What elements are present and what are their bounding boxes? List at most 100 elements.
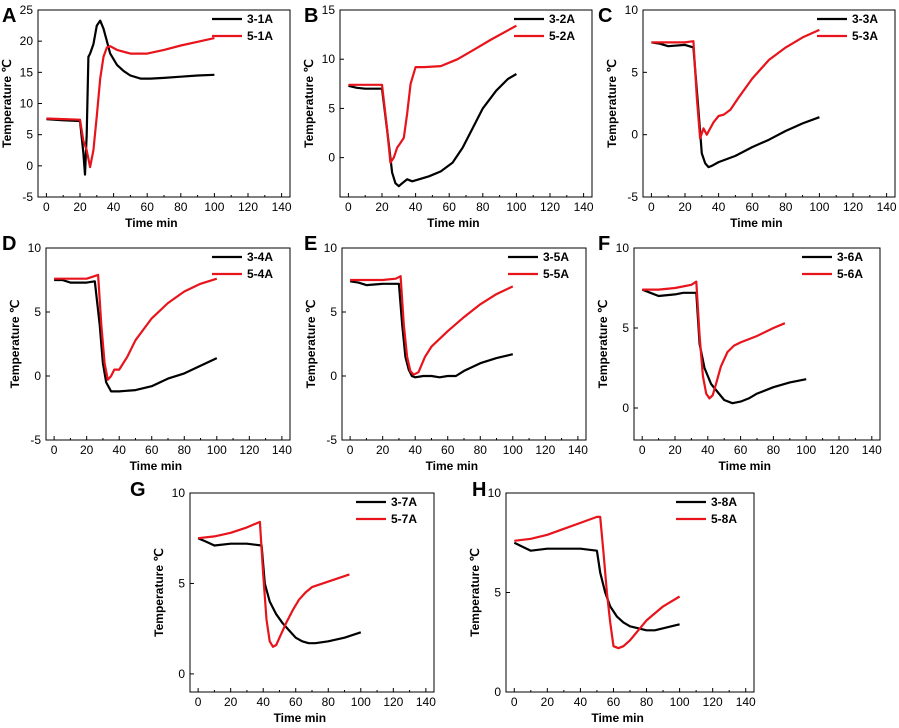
x-tick-label: 60 (141, 200, 155, 214)
x-axis-label: Time min (591, 711, 643, 725)
chart-panel-a: A 0 20 40 60 80 100 120 140 -5 0 5 10 15 20 25 Time min T… (0, 3, 292, 230)
panel-letter: A (2, 5, 16, 27)
x-tick-label: 140 (272, 443, 292, 457)
panel-letter: D (2, 233, 16, 255)
x-tick-label: 40 (113, 443, 127, 457)
y-tick-label: 10 (172, 486, 186, 500)
x-axis-label: Time min (718, 459, 770, 473)
y-tick-label: 0 (494, 685, 501, 699)
x-tick-label: 0 (648, 200, 655, 214)
x-tick-label: 80 (640, 695, 654, 709)
y-tick-label: 0 (631, 128, 638, 142)
series-line-3-2a (348, 73, 517, 188)
chart-panel-f: F 0 20 40 60 80 100 120 140 0 5 10 Time min Temperatu… (596, 233, 882, 473)
x-tick-label: 40 (107, 200, 121, 214)
x-tick-label: 120 (843, 200, 863, 214)
series-line-3-7a (197, 537, 362, 645)
legend-label: 3-2A (549, 12, 575, 26)
x-tick-label: 20 (678, 200, 692, 214)
y-tick-label: 0 (622, 401, 629, 415)
y-tick-label: 15 (20, 65, 34, 79)
legend-label: 3-1A (247, 12, 273, 26)
x-tick-label: 120 (238, 200, 258, 214)
y-tick-label: 15 (322, 3, 336, 17)
panel-letter: H (472, 479, 486, 501)
legend-label: 5-7A (391, 512, 417, 526)
y-tick-label: 20 (20, 34, 34, 48)
y-tick-label: 5 (330, 305, 337, 319)
y-tick-label: 5 (26, 128, 33, 142)
y-axis-label: Temperature ℃ (304, 300, 318, 389)
y-axis-label: Temperature ℃ (605, 59, 619, 148)
y-tick-label: 10 (28, 241, 42, 255)
x-tick-label: 60 (607, 695, 621, 709)
y-axis-label: Temperature ℃ (152, 548, 166, 637)
x-tick-label: 40 (701, 443, 715, 457)
x-tick-label: 120 (703, 695, 723, 709)
series-line-5-3a (651, 28, 820, 140)
x-tick-label: 60 (145, 443, 159, 457)
x-tick-label: 0 (511, 695, 518, 709)
y-axis-label: Temperature ℃ (596, 300, 610, 389)
y-tick-label: 5 (178, 576, 185, 590)
legend-label: 5-1A (247, 29, 273, 43)
legend-label: 5-3A (852, 29, 878, 43)
y-tick-label: 10 (616, 241, 630, 255)
panel-letter: G (130, 479, 146, 501)
series-line-5-6a (642, 280, 786, 400)
x-tick-label: 100 (506, 200, 526, 214)
x-tick-label: 20 (375, 200, 389, 214)
x-tick-label: 100 (809, 200, 829, 214)
x-tick-label: 40 (712, 200, 726, 214)
y-tick-label: 0 (26, 159, 33, 173)
chart-panel-d: D 0 20 40 60 80 100 120 140 -5 0 5 10 Time min Tempera… (2, 233, 292, 473)
x-tick-label: 100 (503, 443, 523, 457)
chart-panel-h: H 0 20 40 60 80 100 120 140 0 5 10 Time min Temperatu… (468, 479, 756, 725)
legend: 3-3A 5-3A (817, 12, 878, 43)
y-tick-label: 10 (20, 97, 34, 111)
x-axis-label: Time min (125, 216, 177, 230)
x-tick-label: 20 (224, 695, 238, 709)
x-tick-label: 140 (877, 200, 897, 214)
series-line-3-5a (349, 280, 514, 379)
legend: 3-8A 5-8A (676, 495, 737, 526)
series-line-3-3a (651, 41, 820, 169)
x-tick-label: 40 (409, 443, 423, 457)
x-tick-label: 140 (416, 695, 436, 709)
x-tick-label: 80 (174, 200, 188, 214)
y-tick-label: 5 (631, 65, 638, 79)
chart-panel-e: E 0 20 40 60 80 100 120 140 -5 0 5 10 Time min Tempera… (304, 233, 588, 473)
x-tick-label: 0 (51, 443, 58, 457)
legend-label: 3-4A (247, 250, 273, 264)
y-axis-label: Temperature ℃ (0, 59, 14, 148)
series-line-3-6a (641, 288, 807, 405)
x-tick-label: 80 (779, 200, 793, 214)
x-tick-label: 80 (476, 200, 490, 214)
x-tick-label: 120 (239, 443, 259, 457)
x-tick-label: 0 (345, 200, 352, 214)
y-tick-label: 5 (494, 586, 501, 600)
x-tick-label: 20 (541, 695, 555, 709)
x-tick-label: 80 (474, 443, 488, 457)
y-tick-label: 0 (328, 151, 335, 165)
x-tick-label: 120 (540, 200, 560, 214)
legend-label: 5-5A (543, 267, 569, 281)
legend-label: 3-5A (543, 250, 569, 264)
x-tick-label: 60 (746, 200, 760, 214)
y-tick-label: 0 (330, 369, 337, 383)
y-tick-label: 5 (328, 101, 335, 115)
x-tick-label: 100 (351, 695, 371, 709)
series-line-5-1a (46, 37, 215, 169)
y-tick-label: 10 (324, 241, 338, 255)
legend-label: 5-6A (837, 267, 863, 281)
x-axis-label: Time min (274, 711, 326, 725)
panel-letter: E (304, 233, 317, 255)
y-tick-label: 10 (322, 52, 336, 66)
y-tick-label: 10 (625, 3, 639, 17)
x-tick-label: 100 (204, 200, 224, 214)
y-tick-label: -5 (627, 190, 638, 204)
y-tick-label: 5 (34, 305, 41, 319)
y-tick-label: -5 (326, 433, 337, 447)
x-tick-label: 140 (272, 200, 292, 214)
